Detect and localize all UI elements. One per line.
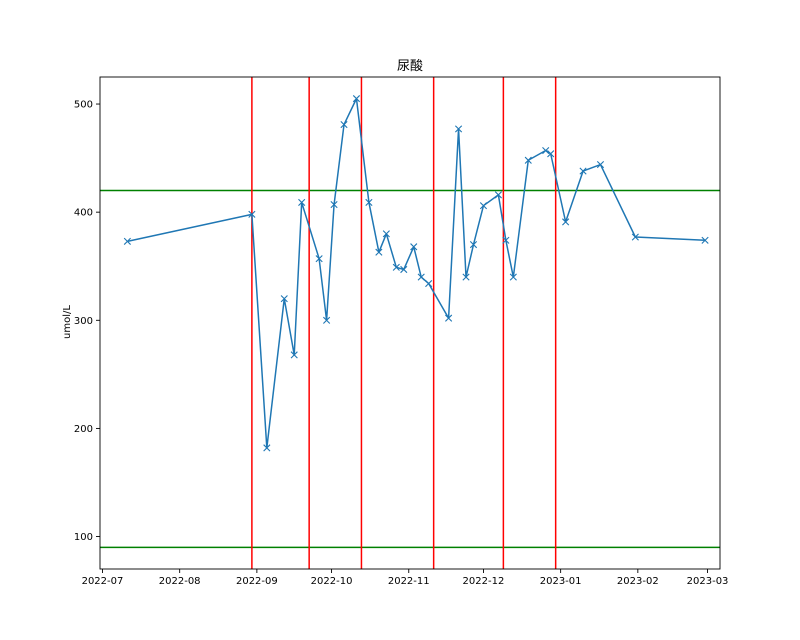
data-point-marker xyxy=(375,248,383,256)
data-point-marker xyxy=(462,273,470,281)
data-point-marker xyxy=(400,265,408,274)
data-point-marker xyxy=(280,295,288,303)
data-point-marker xyxy=(290,351,298,359)
x-tick-label: 2023-01 xyxy=(540,576,582,587)
x-tick-label: 2023-03 xyxy=(687,576,729,587)
data-point-marker xyxy=(123,237,131,245)
data-point-marker xyxy=(340,120,348,129)
data-point-marker xyxy=(445,314,453,322)
y-axis-label: umol/L xyxy=(62,305,73,339)
data-point-marker xyxy=(596,160,605,169)
data-point-marker xyxy=(562,218,570,226)
data-point-marker xyxy=(579,167,587,175)
x-tick-label: 2023-02 xyxy=(617,576,659,587)
data-point-marker xyxy=(494,191,502,199)
data-point-marker xyxy=(382,230,390,238)
y-tick-label: 100 xyxy=(74,532,93,543)
data-point-marker xyxy=(352,95,361,103)
data-point-marker xyxy=(524,156,532,164)
data-point-marker xyxy=(547,150,555,158)
data-point-marker xyxy=(631,233,639,241)
data-point-marker xyxy=(248,210,256,218)
data-point-marker xyxy=(701,236,709,244)
x-tick-label: 2022-12 xyxy=(463,576,505,587)
data-point-marker xyxy=(315,255,323,263)
data-point-marker xyxy=(298,198,306,207)
data-point-marker xyxy=(392,263,400,271)
data-point-marker xyxy=(509,273,517,281)
data-point-marker xyxy=(410,243,418,251)
y-tick-label: 500 xyxy=(74,100,93,111)
x-tick-label: 2022-11 xyxy=(388,576,430,587)
data-point-marker xyxy=(365,198,373,207)
data-point-marker xyxy=(502,236,510,244)
data-point-marker xyxy=(330,201,338,209)
data-point-marker xyxy=(454,125,463,133)
data-point-marker xyxy=(479,202,488,210)
x-tick-label: 2022-10 xyxy=(311,576,353,587)
axes-frame xyxy=(99,76,721,570)
x-tick-label: 2022-08 xyxy=(159,576,201,587)
y-tick-label: 200 xyxy=(74,424,93,435)
data-point-marker xyxy=(417,273,425,281)
data-point-marker xyxy=(469,241,478,249)
data-point-marker xyxy=(542,146,550,155)
x-tick-label: 2022-09 xyxy=(236,576,278,587)
data-point-marker xyxy=(263,444,271,452)
chart-title: 尿酸 xyxy=(397,59,423,74)
x-tick-label: 2022-07 xyxy=(82,576,124,587)
data-point-marker xyxy=(425,279,433,288)
y-tick-label: 300 xyxy=(74,316,93,327)
plot-area: 2022-07 2022-08 2022-09 2022-10 2022-11 2022-… xyxy=(74,76,729,587)
data-point-marker xyxy=(322,316,331,324)
series-line-0 xyxy=(127,97,706,449)
y-tick-label: 400 xyxy=(74,208,93,219)
